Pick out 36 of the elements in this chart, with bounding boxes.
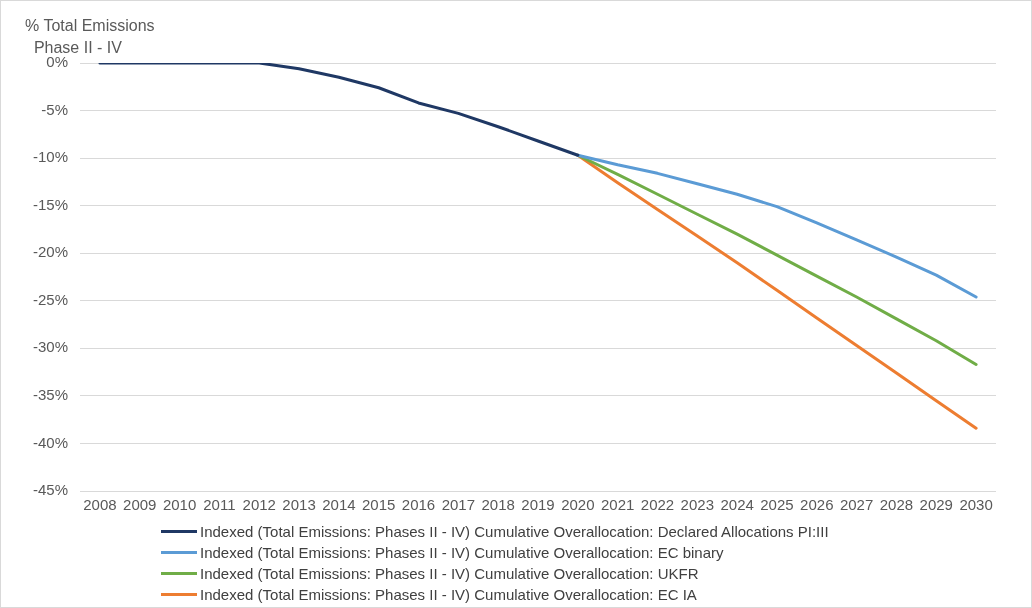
- x-tick-label: 2023: [680, 496, 714, 514]
- x-tick-label: 2018: [481, 496, 515, 514]
- y-tick-label: -45%: [32, 481, 69, 499]
- legend-label: Indexed (Total Emissions: Phases II - IV) Cumulative Overallocation: EC IA: [200, 586, 697, 603]
- x-tick-label: 2019: [521, 496, 555, 514]
- x-tick-label: 2022: [640, 496, 675, 514]
- x-tick-label: 2011: [203, 496, 236, 514]
- y-tick-label: -20%: [32, 243, 69, 261]
- y-tick-label: -30%: [32, 338, 69, 356]
- x-tick-label: 2010: [162, 496, 197, 514]
- x-tick-label: 2017: [441, 496, 476, 514]
- y-tick-label: -5%: [41, 100, 69, 118]
- x-tick-label: 2025: [760, 496, 794, 514]
- x-tick-label: 2016: [401, 496, 436, 514]
- y-tick-label: -15%: [32, 195, 69, 213]
- legend-label: Indexed (Total Emissions: Phases II - IV) Cumulative Overallocation: UKFR: [200, 565, 699, 582]
- x-tick-label: 2008: [83, 496, 117, 514]
- x-tick-label: 2029: [919, 496, 953, 514]
- legend-label: Indexed (Total Emissions: Phases II - IV) Cumulative Overallocation: EC binary: [200, 544, 724, 561]
- x-tick-label: 2027: [839, 496, 874, 514]
- x-tick-label: 2009: [123, 496, 157, 514]
- y-tick-label: -10%: [32, 148, 69, 166]
- x-tick-label: 2021: [600, 496, 635, 514]
- x-tick-label: 2026: [800, 496, 834, 514]
- x-tick-label: 2015: [362, 496, 396, 514]
- x-tick-label: 2013: [282, 496, 316, 514]
- y-tick-label: -25%: [32, 290, 69, 308]
- legend-label: Indexed (Total Emissions: Phases II - IV) Cumulative Overallocation: Declared Allocations PI:III: [200, 523, 829, 540]
- x-tick-label: 2028: [879, 496, 914, 514]
- x-tick-label: 2012: [242, 496, 276, 514]
- x-tick-label: 2014: [322, 496, 356, 514]
- y-tick-label: -35%: [32, 386, 69, 404]
- x-tick-label: 2024: [720, 496, 754, 514]
- x-tick-label: 2030: [959, 496, 993, 514]
- x-tick-label: 2020: [561, 496, 595, 514]
- y-tick-label: -40%: [32, 433, 69, 451]
